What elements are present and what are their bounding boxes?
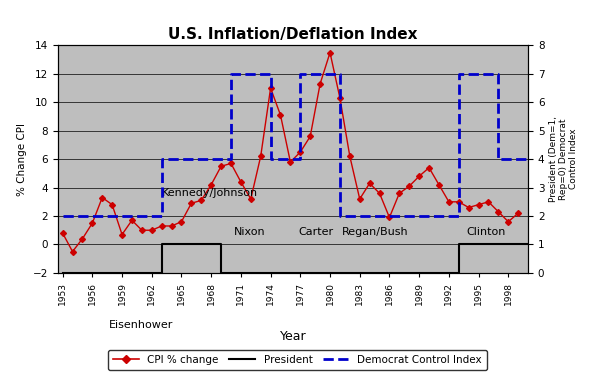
Text: Eisenhower: Eisenhower bbox=[109, 320, 174, 330]
Text: Carter: Carter bbox=[298, 227, 333, 236]
Y-axis label: President (Dem=1,
Rep=0) Democrat
Control Index: President (Dem=1, Rep=0) Democrat Contro… bbox=[549, 116, 578, 202]
Title: U.S. Inflation/Deflation Index: U.S. Inflation/Deflation Index bbox=[168, 27, 418, 42]
Text: Regan/Bush: Regan/Bush bbox=[342, 227, 409, 236]
Text: Kennedy/Johnson: Kennedy/Johnson bbox=[161, 188, 258, 197]
Legend: CPI % change, President, Democrat Control Index: CPI % change, President, Democrat Contro… bbox=[108, 349, 487, 370]
Text: Clinton: Clinton bbox=[467, 227, 506, 236]
Y-axis label: % Change CPI: % Change CPI bbox=[17, 123, 27, 196]
Text: Nixon: Nixon bbox=[234, 227, 266, 236]
X-axis label: Year: Year bbox=[280, 330, 306, 343]
